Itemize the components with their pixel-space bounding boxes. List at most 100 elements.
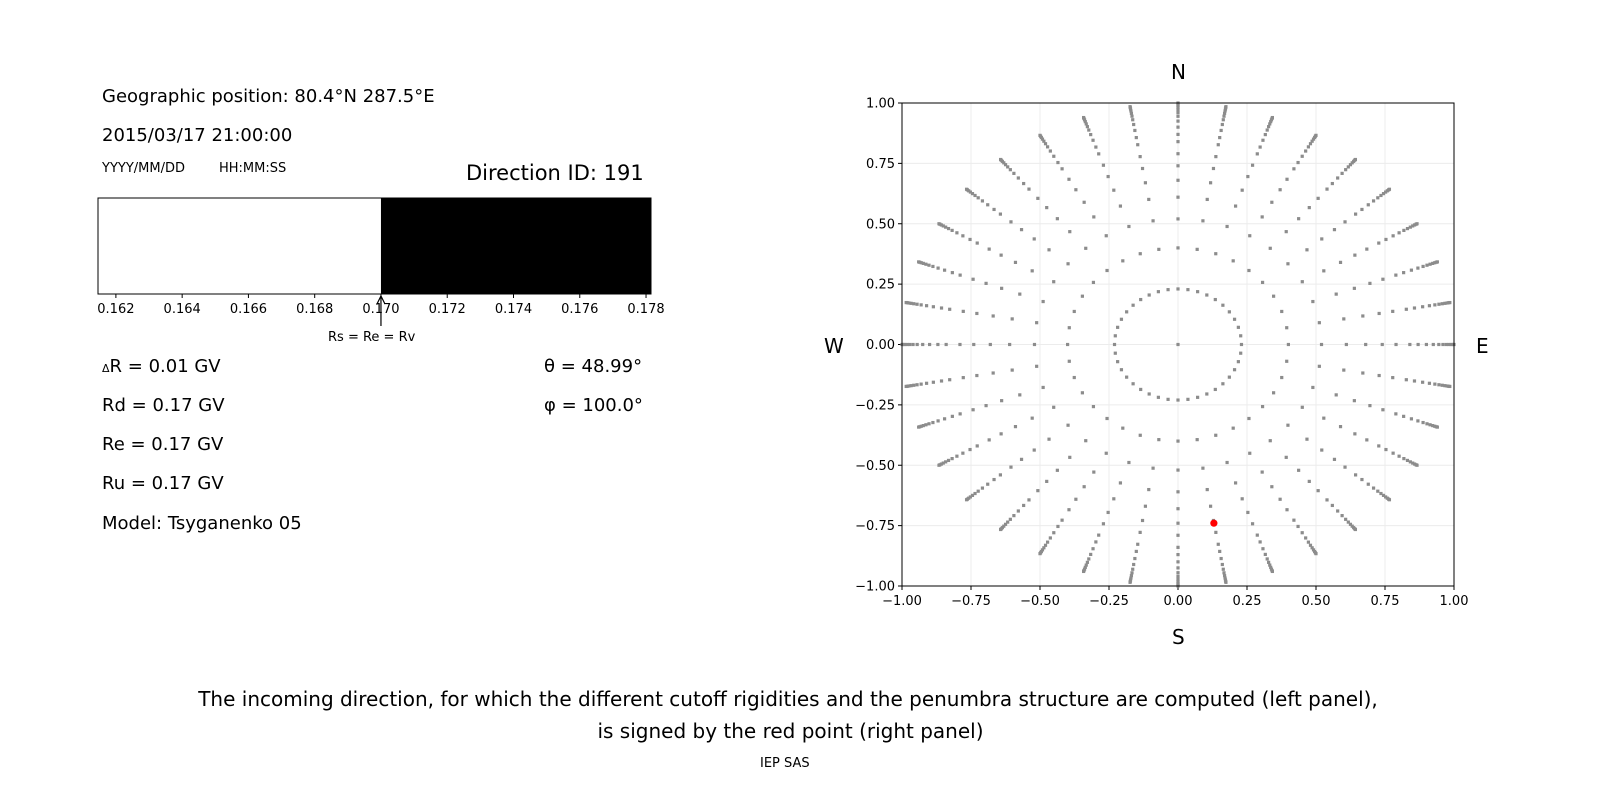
x-tick-label: −1.00 bbox=[882, 594, 922, 609]
data-point bbox=[1052, 154, 1056, 158]
data-point bbox=[1267, 560, 1271, 564]
data-point bbox=[1260, 404, 1265, 409]
data-point bbox=[1311, 137, 1316, 141]
data-point bbox=[1040, 548, 1045, 552]
data-point bbox=[1176, 574, 1180, 578]
data-point bbox=[1297, 468, 1301, 472]
data-point bbox=[1445, 384, 1449, 388]
data-point bbox=[1140, 518, 1145, 523]
data-point bbox=[1176, 178, 1180, 182]
data-point bbox=[1094, 540, 1098, 544]
data-point bbox=[1316, 196, 1320, 200]
data-point bbox=[1236, 360, 1240, 364]
data-point bbox=[1084, 563, 1088, 567]
data-point bbox=[1176, 114, 1180, 118]
x-tick-label: −0.75 bbox=[951, 594, 991, 609]
data-point bbox=[1352, 399, 1356, 403]
data-point bbox=[950, 414, 954, 418]
data-point bbox=[980, 486, 985, 490]
data-point bbox=[1353, 527, 1358, 532]
model-name: Model: Tsyganenko 05 bbox=[102, 513, 302, 534]
data-point bbox=[1048, 149, 1052, 153]
data-point bbox=[1447, 342, 1451, 347]
data-point bbox=[1366, 203, 1370, 207]
data-point bbox=[1084, 122, 1088, 126]
data-point bbox=[1205, 197, 1209, 202]
data-point bbox=[968, 495, 972, 499]
data-point bbox=[1421, 305, 1425, 309]
data-point bbox=[987, 438, 991, 442]
penumbra-segment bbox=[380, 198, 651, 294]
data-point bbox=[1104, 451, 1108, 455]
data-point bbox=[1006, 520, 1010, 524]
data-point bbox=[1047, 248, 1051, 252]
data-point bbox=[1260, 470, 1264, 474]
data-point bbox=[1342, 317, 1346, 321]
x-tick-label: −0.50 bbox=[1020, 594, 1060, 609]
data-point bbox=[942, 417, 947, 421]
data-point bbox=[992, 207, 996, 212]
data-point bbox=[992, 477, 996, 482]
data-point bbox=[1384, 495, 1388, 499]
data-point bbox=[1368, 404, 1372, 408]
y-tick-label: 0.00 bbox=[866, 338, 895, 353]
data-point bbox=[955, 454, 959, 458]
data-point bbox=[1157, 247, 1161, 251]
data-point bbox=[1263, 132, 1267, 137]
y-tick-label: 0.50 bbox=[866, 217, 895, 232]
data-point bbox=[1391, 376, 1395, 380]
data-point bbox=[1397, 454, 1401, 458]
data-point bbox=[1306, 540, 1311, 544]
data-point bbox=[1035, 364, 1039, 368]
y-tick-label: 1.00 bbox=[866, 97, 895, 112]
data-point bbox=[1272, 391, 1276, 395]
data-point bbox=[998, 157, 1003, 162]
data-point bbox=[991, 371, 995, 375]
data-point bbox=[927, 422, 931, 426]
data-point bbox=[1224, 580, 1228, 584]
data-point bbox=[1218, 549, 1222, 554]
data-point bbox=[1056, 160, 1060, 165]
y-tick-label: 0.25 bbox=[866, 278, 895, 293]
data-point bbox=[1176, 577, 1180, 581]
data-point bbox=[1304, 536, 1308, 540]
data-point bbox=[1211, 166, 1216, 171]
data-point bbox=[1013, 260, 1018, 264]
data-point bbox=[1186, 288, 1190, 292]
data-point bbox=[1045, 145, 1050, 149]
data-point bbox=[1346, 520, 1350, 524]
data-point bbox=[1087, 128, 1091, 132]
y-tick-label: −0.75 bbox=[855, 519, 895, 534]
data-point bbox=[1104, 234, 1108, 238]
data-point bbox=[1138, 530, 1142, 534]
data-point bbox=[1112, 342, 1117, 347]
data-point bbox=[1143, 181, 1148, 185]
data-point bbox=[946, 226, 951, 231]
data-point bbox=[1176, 125, 1180, 129]
data-point bbox=[1377, 311, 1381, 316]
data-point bbox=[1285, 177, 1289, 181]
data-point bbox=[1269, 565, 1273, 569]
data-point bbox=[1022, 181, 1026, 186]
data-point bbox=[998, 527, 1003, 532]
data-point bbox=[1052, 405, 1056, 409]
data-point bbox=[1068, 230, 1072, 234]
data-point bbox=[1353, 253, 1357, 257]
data-point bbox=[1074, 497, 1078, 501]
data-point bbox=[1325, 187, 1329, 191]
data-point bbox=[927, 263, 931, 267]
data-point bbox=[1268, 246, 1272, 250]
data-point bbox=[917, 425, 921, 429]
data-point bbox=[1009, 465, 1013, 469]
data-point bbox=[1300, 405, 1304, 409]
data-point bbox=[1443, 301, 1447, 305]
plot-frame bbox=[901, 102, 1455, 587]
data-point bbox=[907, 301, 911, 305]
data-point bbox=[1035, 321, 1039, 325]
data-point bbox=[1376, 196, 1380, 200]
data-point bbox=[1038, 133, 1042, 137]
data-point bbox=[1255, 533, 1259, 537]
data-point bbox=[931, 380, 935, 384]
data-point bbox=[1365, 247, 1369, 251]
data-point bbox=[1127, 224, 1131, 229]
